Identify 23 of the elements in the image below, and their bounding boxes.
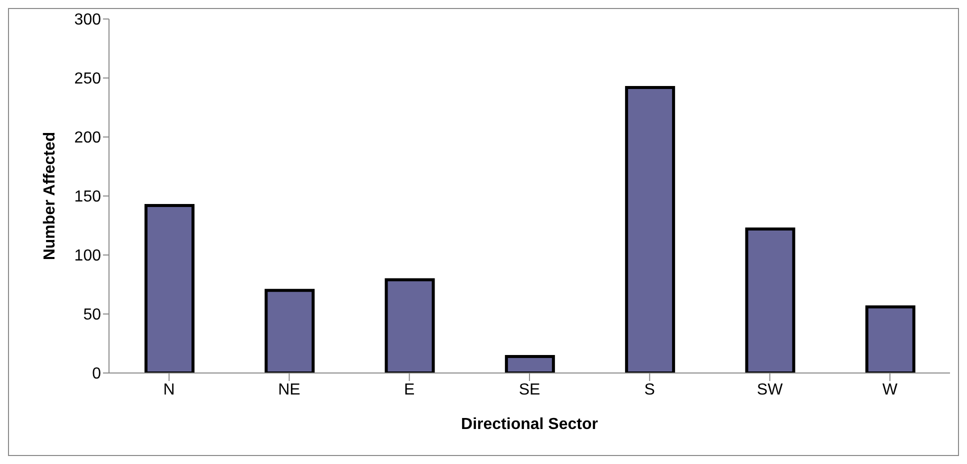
x-tick-label: E: [404, 381, 415, 398]
x-tick-label: NE: [278, 381, 300, 398]
y-axis-title: Number Affected: [42, 132, 59, 260]
y-tick-label: 300: [74, 12, 102, 29]
bar: [264, 288, 315, 373]
bar: [384, 278, 435, 373]
bar: [745, 228, 796, 373]
x-tick-label: W: [882, 381, 898, 398]
bar: [144, 204, 194, 373]
y-tick-label: 250: [74, 70, 102, 88]
y-tick-label: 0: [92, 366, 102, 383]
y-tick-label: 50: [83, 306, 102, 324]
x-axis-title: Directional Sector: [461, 416, 598, 433]
x-tick-label: N: [163, 381, 175, 398]
bar: [625, 86, 676, 373]
y-tick-label: 100: [74, 248, 102, 265]
bar: [865, 305, 916, 373]
bar: [504, 354, 555, 373]
y-tick-label: 150: [74, 188, 102, 206]
x-tick-label: S: [644, 381, 655, 398]
x-tick-label: SW: [756, 381, 784, 398]
x-tick-label: SE: [518, 381, 540, 398]
y-tick-label: 200: [74, 130, 102, 147]
